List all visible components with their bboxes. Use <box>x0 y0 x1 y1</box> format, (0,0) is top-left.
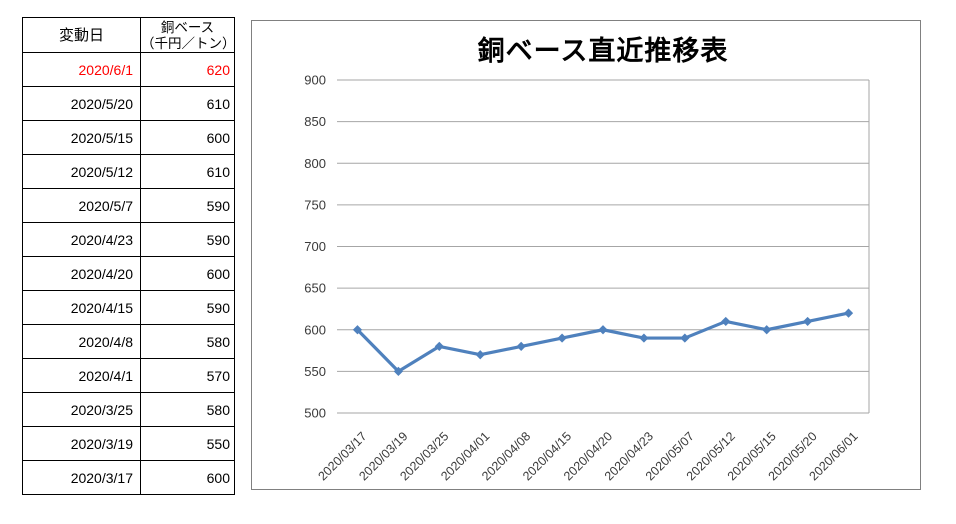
y-axis-tick-label: 850 <box>304 114 326 129</box>
value-cell[interactable]: 610 <box>140 154 235 189</box>
value-cell[interactable]: 580 <box>140 324 235 359</box>
chart-title: 銅ベース直近推移表 <box>477 36 729 66</box>
copper-price-table: 変動日 銅ベース （千円／トン） 2020/6/1 620 2020/5/20 … <box>22 17 236 495</box>
data-point-marker <box>680 333 690 343</box>
date-cell[interactable]: 2020/4/23 <box>22 222 141 257</box>
date-cell[interactable]: 2020/3/19 <box>22 426 141 461</box>
data-point-marker <box>762 325 772 335</box>
date-cell[interactable]: 2020/5/12 <box>22 154 141 189</box>
table-row: 2020/4/23 590 <box>22 222 235 257</box>
date-cell[interactable]: 2020/6/1 <box>22 52 141 87</box>
value-cell[interactable]: 620 <box>140 52 235 87</box>
date-cell[interactable]: 2020/4/8 <box>22 324 141 359</box>
table-row: 2020/4/15 590 <box>22 290 235 325</box>
header-cell-date[interactable]: 変動日 <box>22 17 141 53</box>
y-axis-tick-label: 650 <box>304 281 326 296</box>
data-point-marker <box>352 325 363 335</box>
date-cell[interactable]: 2020/3/17 <box>22 460 141 495</box>
value-cell[interactable]: 580 <box>140 392 235 427</box>
data-point-marker <box>639 333 649 343</box>
table-row: 2020/4/1 570 <box>22 358 235 393</box>
value-cell[interactable]: 570 <box>140 358 235 393</box>
data-point-marker <box>803 316 813 327</box>
date-cell[interactable]: 2020/4/20 <box>22 256 141 291</box>
y-axis-tick-label: 600 <box>304 322 326 337</box>
header-date-label: 変動日 <box>58 26 104 44</box>
value-cell[interactable]: 600 <box>140 256 235 291</box>
value-cell[interactable]: 550 <box>140 426 235 461</box>
header-price-label-line2: （千円／トン） <box>141 35 236 51</box>
date-cell[interactable]: 2020/5/7 <box>22 188 141 223</box>
y-axis-tick-label: 800 <box>304 156 326 171</box>
table-row: 2020/5/12 610 <box>22 154 235 189</box>
table-row: 2020/4/8 580 <box>22 324 235 359</box>
date-cell[interactable]: 2020/4/1 <box>22 358 141 393</box>
date-cell[interactable]: 2020/5/15 <box>22 120 141 155</box>
table-row: 2020/3/19 550 <box>22 426 235 461</box>
date-cell[interactable]: 2020/3/25 <box>22 392 141 427</box>
date-cell[interactable]: 2020/5/20 <box>22 86 141 121</box>
table-row: 2020/3/17 600 <box>22 460 235 495</box>
y-axis-tick-label: 750 <box>304 197 326 212</box>
trend-line <box>356 311 849 373</box>
table-row: 2020/5/7 590 <box>22 188 235 223</box>
table-row: 2020/5/15 600 <box>22 120 235 155</box>
header-price-label-line1: 銅ベース <box>160 19 215 35</box>
chart-container: 銅ベース直近推移表 500 550 600 650 700 750 800 850 900 202… <box>251 20 921 490</box>
date-cell[interactable]: 2020/4/15 <box>22 290 141 325</box>
value-cell[interactable]: 590 <box>140 290 235 325</box>
value-cell[interactable]: 590 <box>140 188 235 223</box>
data-point-marker <box>475 350 485 360</box>
table-header-row: 変動日 銅ベース （千円／トン） <box>22 17 236 53</box>
value-cell[interactable]: 600 <box>140 460 235 495</box>
data-point-marker <box>557 333 567 343</box>
data-point-marker <box>721 316 731 327</box>
y-axis-tick-label: 900 <box>304 73 326 88</box>
table-row: 2020/4/20 600 <box>22 256 235 291</box>
data-point-marker <box>516 341 526 351</box>
value-cell[interactable]: 600 <box>140 120 235 155</box>
table-row: 2020/3/25 580 <box>22 392 235 427</box>
line-chart: 5005506006507007508008509002020/03/17202… <box>304 73 870 483</box>
y-axis-tick-label: 700 <box>304 239 326 254</box>
value-cell[interactable]: 610 <box>140 86 235 121</box>
table-row: 2020/5/20 610 <box>22 86 235 121</box>
data-point-marker <box>598 325 608 335</box>
table-row: 2020/6/1 620 <box>22 52 235 87</box>
header-cell-price[interactable]: 銅ベース （千円／トン） <box>140 17 236 53</box>
y-axis-tick-label: 550 <box>304 364 326 379</box>
value-cell[interactable]: 590 <box>140 222 235 257</box>
y-axis-tick-label: 500 <box>304 406 326 421</box>
data-point-marker <box>843 308 854 318</box>
